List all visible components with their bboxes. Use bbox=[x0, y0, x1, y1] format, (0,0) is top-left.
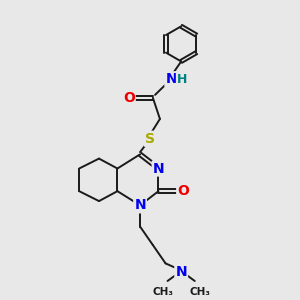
Text: N: N bbox=[134, 198, 146, 212]
Text: H: H bbox=[177, 73, 187, 86]
Text: O: O bbox=[123, 91, 135, 105]
Text: CH₃: CH₃ bbox=[189, 287, 210, 298]
Text: N: N bbox=[165, 72, 177, 86]
Text: O: O bbox=[177, 184, 189, 198]
Text: S: S bbox=[145, 132, 155, 146]
Text: N: N bbox=[175, 265, 187, 279]
Text: N: N bbox=[153, 161, 164, 176]
Text: CH₃: CH₃ bbox=[152, 287, 173, 298]
